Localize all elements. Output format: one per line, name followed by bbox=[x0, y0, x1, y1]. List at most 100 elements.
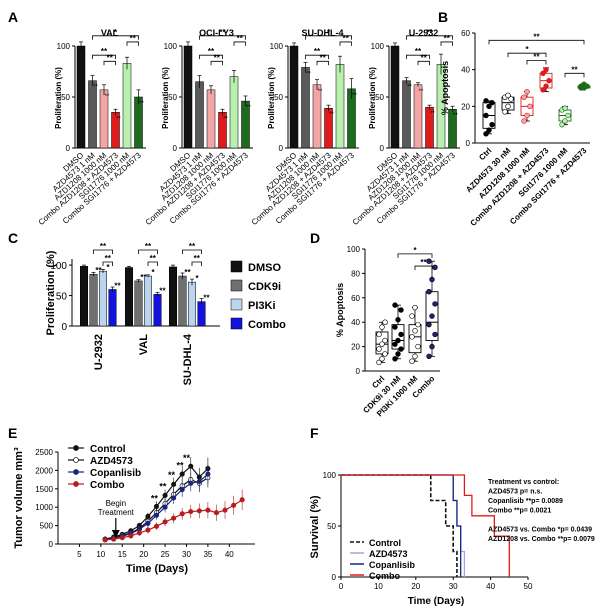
y-tick-label: 0 bbox=[356, 367, 361, 376]
y-tick-label: 100 bbox=[347, 245, 361, 254]
data-point bbox=[392, 324, 398, 330]
legend-swatch bbox=[230, 279, 243, 292]
data-point bbox=[145, 520, 151, 526]
data-point bbox=[409, 334, 415, 340]
bar bbox=[195, 81, 204, 149]
significance-label: ** bbox=[320, 53, 327, 62]
bar bbox=[76, 45, 86, 149]
x-tick-label: 30 bbox=[182, 550, 191, 559]
data-point bbox=[540, 87, 546, 93]
y-tick-label: 100 bbox=[323, 471, 337, 480]
data-point bbox=[188, 480, 194, 486]
data-point bbox=[171, 515, 177, 521]
data-point bbox=[205, 471, 211, 477]
data-point bbox=[489, 99, 495, 106]
significance-bracket bbox=[93, 249, 113, 254]
data-point bbox=[483, 98, 489, 104]
significance-star: ** bbox=[114, 281, 121, 290]
panel-letter-f: F bbox=[310, 425, 319, 441]
data-point bbox=[521, 118, 527, 124]
x-axis-label: Time (Days) bbox=[126, 563, 188, 575]
data-point bbox=[222, 507, 228, 513]
x-tick-label: SU-DHL-4 bbox=[182, 333, 194, 385]
x-tick-label: 5 bbox=[77, 550, 82, 559]
survival-curve bbox=[341, 474, 458, 577]
legend-label: Combo bbox=[369, 571, 400, 581]
data-point bbox=[398, 307, 404, 313]
data-point bbox=[171, 481, 177, 487]
significance-bracket bbox=[92, 35, 139, 40]
bar bbox=[89, 273, 98, 327]
y-axis-label: Proliferation (%) bbox=[267, 67, 276, 129]
data-point bbox=[171, 495, 177, 501]
y-tick-label: 50 bbox=[168, 93, 177, 102]
bar bbox=[153, 294, 162, 327]
y-tick-label: 0 bbox=[61, 322, 67, 333]
significance-label: ** bbox=[219, 28, 226, 37]
significance-star: ** bbox=[453, 113, 458, 119]
x-tick-label: 25 bbox=[161, 550, 170, 559]
data-point bbox=[162, 519, 168, 525]
legend-label: Combo bbox=[248, 319, 286, 331]
significance-star: * bbox=[151, 268, 155, 277]
data-point bbox=[412, 353, 418, 360]
data-point bbox=[376, 331, 382, 338]
significance-star: ** bbox=[306, 71, 311, 77]
significance-bracket bbox=[305, 54, 329, 60]
data-point bbox=[412, 328, 418, 334]
y-tick-label: 500 bbox=[40, 522, 54, 531]
significance-bracket bbox=[417, 60, 430, 66]
data-point bbox=[412, 304, 418, 311]
x-tick-label: U-2932 bbox=[93, 334, 105, 370]
y-axis-label: Proliferation (%) bbox=[54, 67, 63, 129]
significance-label: ** bbox=[415, 47, 422, 56]
data-point bbox=[188, 509, 194, 515]
annotation-arrowhead bbox=[111, 530, 120, 538]
significance-label: ** bbox=[208, 47, 215, 56]
significance-label: ** bbox=[100, 242, 107, 251]
data-point bbox=[483, 131, 489, 137]
data-point bbox=[162, 504, 168, 510]
significance-star: ** bbox=[139, 101, 144, 107]
significance-star: ** bbox=[352, 93, 357, 99]
data-point bbox=[111, 536, 117, 542]
x-tick-label: 40 bbox=[225, 550, 234, 559]
y-tick-label: 50 bbox=[375, 93, 384, 102]
data-point bbox=[508, 96, 514, 102]
y-axis-label: Proliferation (%) bbox=[161, 67, 170, 129]
y-axis-label: Tumor volume mm³ bbox=[13, 447, 25, 549]
data-point bbox=[145, 527, 151, 533]
data-point bbox=[179, 511, 185, 517]
legend-label: CDK9i bbox=[248, 281, 281, 293]
y-tick-label: 100 bbox=[270, 42, 284, 51]
significance-bracket bbox=[182, 249, 202, 254]
data-point bbox=[429, 343, 435, 350]
survival-curve bbox=[341, 474, 510, 577]
subplot-title: SU-DHL-4 bbox=[302, 28, 344, 38]
significance-star: * bbox=[106, 263, 110, 272]
significance-bracket bbox=[488, 39, 585, 45]
data-point bbox=[486, 127, 492, 133]
data-point bbox=[119, 535, 125, 541]
y-tick-label: 60 bbox=[351, 294, 360, 303]
bar bbox=[122, 63, 132, 149]
significance-label: * bbox=[525, 45, 529, 54]
bar bbox=[88, 80, 97, 149]
data-point bbox=[102, 537, 108, 543]
bar bbox=[178, 275, 187, 327]
data-point bbox=[415, 343, 421, 350]
data-point bbox=[409, 313, 415, 319]
y-tick-label: 40 bbox=[461, 66, 470, 75]
bar bbox=[134, 280, 143, 327]
subplot-title: U-2932 bbox=[409, 28, 439, 38]
data-point bbox=[136, 530, 142, 536]
significance-star: ** bbox=[140, 273, 147, 282]
stats-text: AZD1208 vs. Combo **p= 0.0079 bbox=[488, 536, 595, 543]
data-point bbox=[540, 70, 546, 77]
bar bbox=[99, 270, 107, 327]
significance-bracket bbox=[92, 54, 116, 60]
data-point bbox=[426, 321, 432, 328]
data-point bbox=[581, 81, 587, 88]
y-tick-label: 0 bbox=[466, 139, 471, 148]
data-point bbox=[205, 507, 211, 513]
